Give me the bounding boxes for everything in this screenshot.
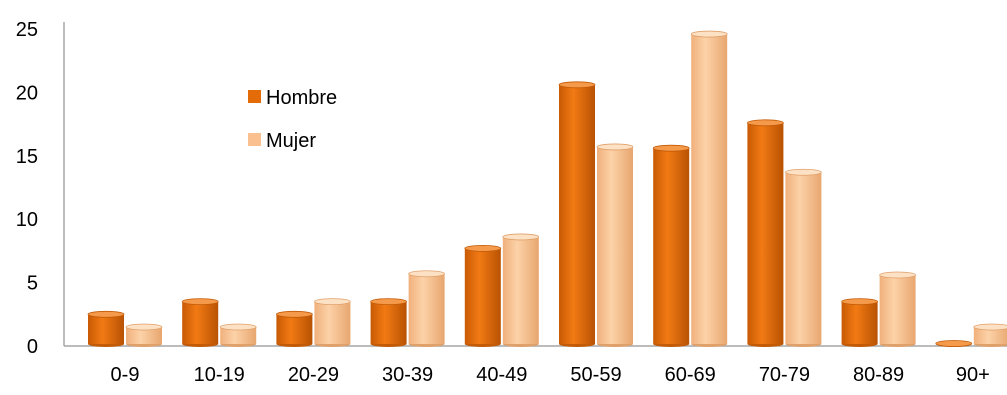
bar-mujer-30-39 (408, 270, 446, 347)
bars (87, 30, 1007, 347)
bar-hombre-30-39 (370, 298, 408, 347)
bar-mujer-40-49 (502, 233, 540, 347)
bar-mujer-70-79 (785, 168, 822, 347)
y-tick-label: 10 (16, 209, 38, 231)
x-tick-label: 50-59 (570, 364, 621, 386)
bar-mujer-90+ (973, 323, 1007, 347)
bar-mujer-10-19 (219, 323, 257, 347)
legend-label-mujer: Mujer (266, 130, 316, 152)
bar-mujer-20-29 (313, 298, 351, 347)
bar-mujer-80-89 (879, 271, 916, 347)
x-tick-labels: 0-9 10-19 20-29 30-39 40-49 50-59 60-69 70-79 80… (111, 364, 990, 386)
bar-hombre-60-69 (652, 144, 690, 347)
x-tick-label: 0-9 (111, 364, 140, 386)
y-tick-label: 20 (16, 82, 38, 104)
bar-mujer-60-69 (690, 30, 728, 347)
bar-hombre-10-19 (181, 298, 219, 347)
x-tick-label: 70-79 (759, 364, 810, 386)
bar-hombre-80-89 (841, 298, 878, 347)
bar-hombre-20-29 (275, 310, 313, 347)
x-tick-label: 20-29 (288, 364, 339, 386)
x-tick-label: 60-69 (665, 364, 716, 386)
bar-hombre-50-59 (558, 81, 596, 347)
legend: Hombre Mujer (248, 87, 337, 152)
x-tick-label: 40-49 (476, 364, 527, 386)
x-tick-label: 10-19 (194, 364, 245, 386)
y-tick-labels: 0 5 10 15 20 25 (16, 19, 38, 358)
legend-label-hombre: Hombre (266, 87, 337, 109)
bar-mujer-50-59 (596, 143, 634, 347)
y-tick-label: 5 (27, 273, 38, 295)
bar-hombre-90+ (935, 340, 973, 347)
y-tick-label: 15 (16, 146, 38, 168)
x-tick-label: 80-89 (853, 364, 904, 386)
y-tick-label: 0 (27, 336, 38, 358)
x-tick-label: 90+ (956, 364, 990, 386)
x-tick-label: 30-39 (382, 364, 433, 386)
bar-hombre-0-9 (87, 310, 125, 347)
bar-hombre-70-79 (747, 119, 784, 347)
legend-swatch-mujer (248, 133, 261, 146)
bar-mujer-0-9 (125, 323, 163, 347)
bar-hombre-40-49 (464, 244, 502, 347)
legend-swatch-hombre (248, 90, 261, 103)
y-tick-label: 25 (16, 19, 38, 41)
